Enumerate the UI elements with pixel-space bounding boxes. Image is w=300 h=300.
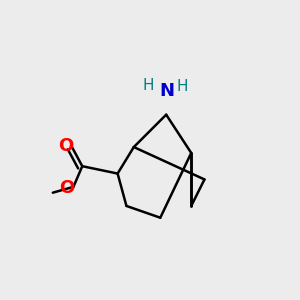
Text: O: O bbox=[58, 136, 73, 154]
Text: H: H bbox=[143, 78, 154, 93]
Text: H: H bbox=[176, 79, 188, 94]
Text: N: N bbox=[160, 82, 175, 100]
Text: O: O bbox=[59, 179, 75, 197]
